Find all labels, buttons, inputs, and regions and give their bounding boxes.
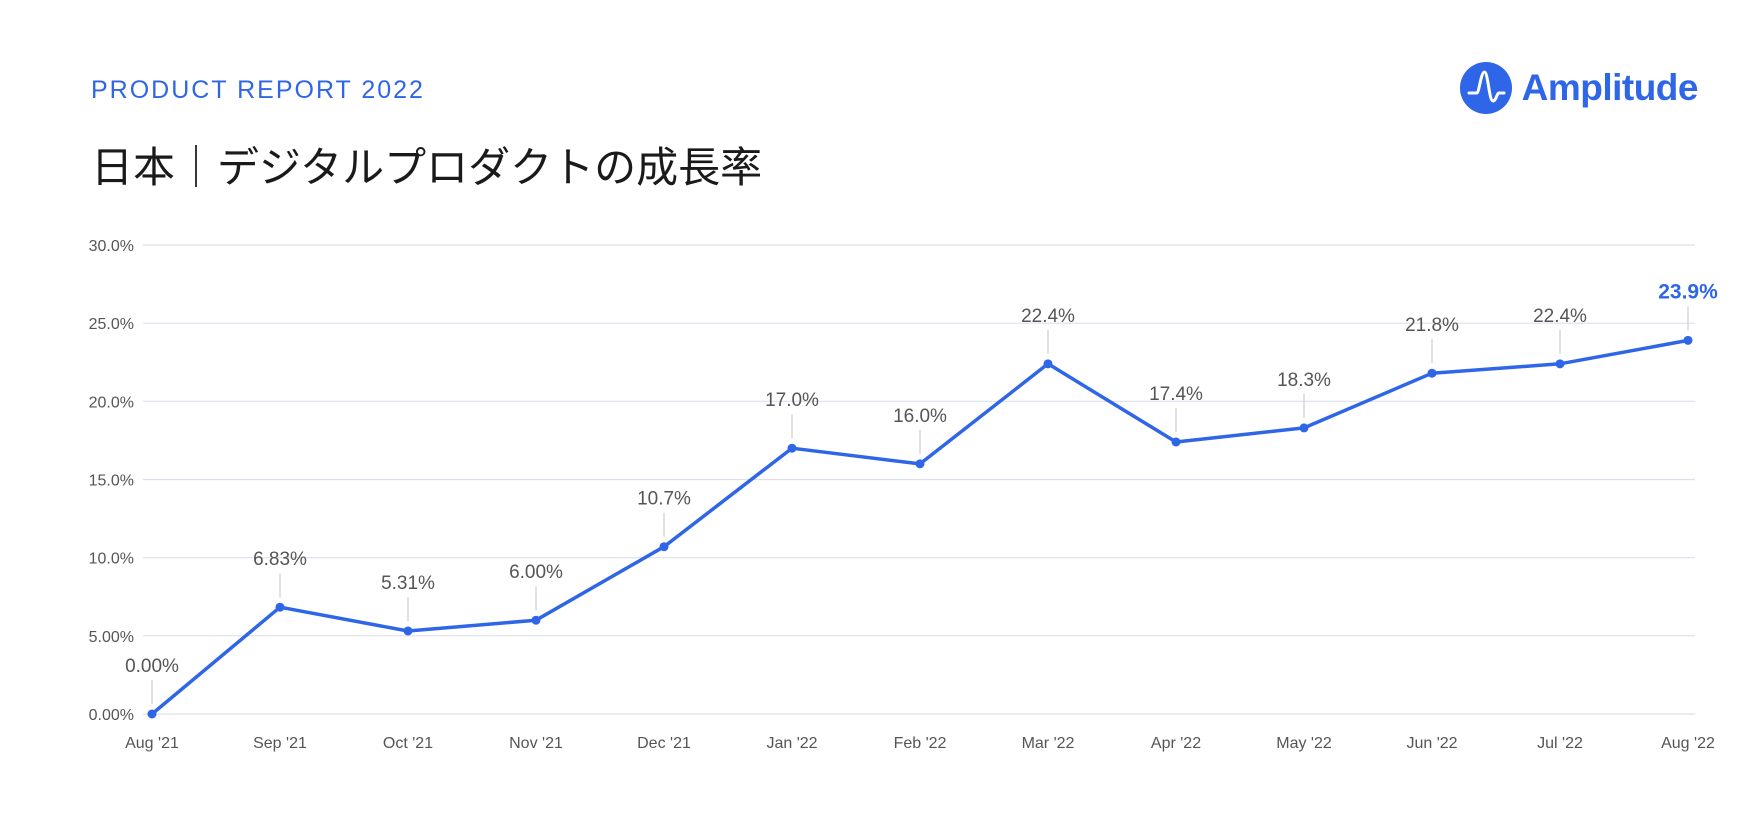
x-tick-label: Jul '22 (1537, 735, 1583, 752)
grid-lines (143, 244, 1695, 715)
y-tick-label: 5.00% (89, 629, 134, 646)
x-axis-ticks: Aug '21 Sep '21 Oct '21 Nov '21 Dec '21 Jan '… (125, 735, 1715, 752)
x-tick-label: Mar '22 (1022, 735, 1075, 752)
x-tick-label: Oct '21 (383, 735, 433, 752)
data-label: 22.4% (1533, 306, 1587, 327)
data-point (787, 443, 797, 453)
data-label: 21.8% (1405, 315, 1459, 336)
y-tick-label: 10.0% (89, 551, 134, 568)
x-tick-label: Dec '21 (637, 735, 691, 752)
y-tick-label: 0.00% (89, 707, 134, 724)
data-label: 17.4% (1149, 384, 1203, 405)
data-point (659, 542, 669, 552)
amplitude-logo-icon (1459, 62, 1512, 114)
data-point (403, 626, 413, 636)
data-point (1299, 423, 1309, 433)
data-point (147, 709, 157, 719)
y-tick-label: 20.0% (89, 394, 134, 411)
x-tick-label: Jun '22 (1406, 735, 1457, 752)
data-point (1427, 368, 1437, 378)
data-label: 6.83% (253, 549, 307, 570)
data-label: 0.00% (125, 656, 179, 677)
x-tick-label: Feb '22 (894, 735, 947, 752)
data-point (275, 602, 285, 612)
brand-logo: Amplitude (1459, 62, 1699, 114)
y-axis-ticks: 0.00% 5.00% 10.0% 15.0% 20.0% 25.0% 30.0% (89, 238, 134, 724)
brand-name: Amplitude (1521, 67, 1699, 108)
report-kicker: PRODUCT REPORT 2022 (91, 76, 425, 104)
data-point (915, 459, 925, 469)
y-tick-label: 30.0% (89, 238, 134, 255)
x-tick-label: May '22 (1276, 735, 1332, 752)
data-label: 6.00% (509, 562, 563, 583)
label-leaders (151, 306, 1689, 704)
data-point (1555, 359, 1565, 369)
chart-title: 日本｜デジタルプロダクトの成長率 (91, 143, 763, 192)
data-label: 17.0% (765, 390, 819, 411)
x-tick-label: Sep '21 (253, 735, 307, 752)
y-tick-label: 25.0% (89, 316, 134, 333)
data-point (1683, 335, 1693, 345)
data-label: 16.0% (893, 406, 947, 427)
x-tick-label: Nov '21 (509, 735, 563, 752)
x-tick-label: Jan '22 (766, 735, 817, 752)
data-point (1171, 437, 1181, 447)
data-label: 18.3% (1277, 370, 1331, 391)
x-tick-label: Aug '22 (1661, 735, 1715, 752)
data-label: 23.9% (1658, 280, 1718, 303)
data-point (531, 615, 541, 625)
y-tick-label: 15.0% (89, 473, 134, 490)
data-label: 22.4% (1021, 306, 1075, 327)
series-line (150, 338, 1690, 716)
data-points (147, 335, 1693, 719)
x-tick-label: Aug '21 (125, 735, 179, 752)
data-label: 10.7% (637, 489, 691, 510)
data-labels: 0.00% 6.83% 5.31% 6.00% 10.7% 17.0% 16.0% 22.4%… (125, 280, 1718, 677)
data-label: 5.31% (381, 573, 435, 594)
x-tick-label: Apr '22 (1151, 735, 1201, 752)
data-point (1043, 359, 1053, 369)
